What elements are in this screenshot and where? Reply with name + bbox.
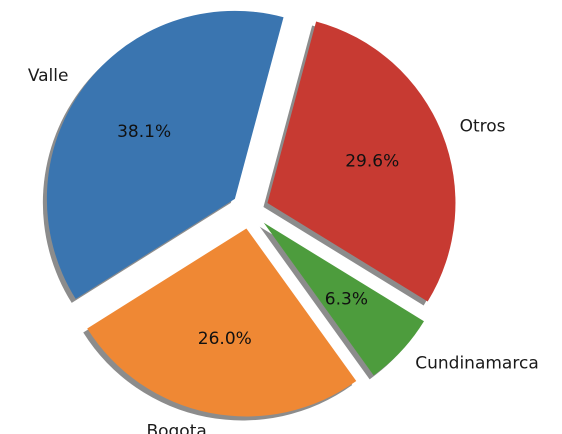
slice-percent-cundinamarca: 6.3%	[325, 290, 368, 310]
slice-label-otros: Otros	[460, 117, 506, 137]
slice-label-cundinamarca: Cundinamarca	[415, 354, 538, 374]
slice-percent-otros: 29.6%	[345, 151, 399, 171]
slice-percent-valle: 38.1%	[117, 122, 171, 142]
slice-percent-bogota: 26.0%	[198, 329, 252, 349]
pie-wedges	[47, 11, 456, 417]
slice-label-bogota: Bogota	[146, 421, 206, 434]
slice-label-valle: Valle	[28, 66, 69, 86]
